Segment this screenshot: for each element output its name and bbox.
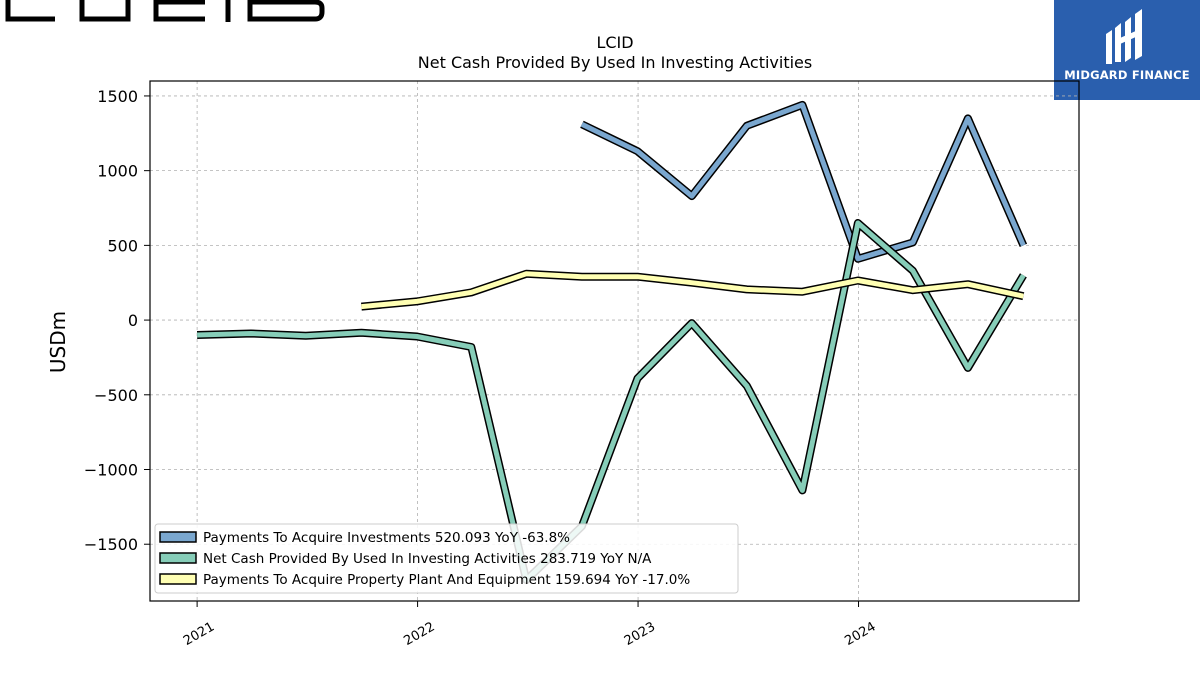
series-layer [196,100,1028,585]
y-tick-label: −1000 [84,461,138,480]
y-tick-label: −500 [94,386,138,405]
y-tick-label: 0 [128,311,138,330]
y-tick-label: −1500 [84,535,138,554]
series-line-2 [197,220,1026,583]
legend-swatch [159,552,197,564]
series-line-1 [580,102,1026,262]
legend-swatch [159,531,197,543]
series-line-outline [580,100,1028,263]
x-tick-label: 2022 [401,619,437,649]
chart-subtitle: Net Cash Provided By Used In Investing A… [418,53,812,72]
y-tick-label: 1500 [97,87,138,106]
x-axis: 2021 2022 2023 2024 [181,601,879,649]
plot-frame [149,80,1080,602]
series-line-3 [361,271,1024,310]
y-tick-label: 500 [107,236,138,255]
midgard-finance-wordmark: MIDGARD FINANCE [1064,68,1190,82]
y-tick-label: 1000 [97,162,138,181]
lucid-logo [5,0,325,22]
x-tick-label: 2021 [181,619,217,649]
chart-title: LCID [596,33,633,52]
y-axis: 1500 1000 500 0 −500 −1000 −1500 [84,87,150,554]
midgard-finance-logo: MIDGARD FINANCE [1054,0,1200,100]
legend-label: Net Cash Provided By Used In Investing A… [203,551,652,567]
legend: Payments To Acquire Investments 520.093 … [154,523,739,594]
legend-label: Payments To Acquire Investments 520.093 … [203,530,570,546]
y-axis-label: USDm [46,311,70,373]
x-tick-label: 2023 [622,619,658,649]
legend-box [154,523,739,594]
midgard-emblem-icon [1106,9,1142,64]
legend-label: Payments To Acquire Property Plant And E… [203,572,690,588]
legend-swatch [159,573,197,585]
x-tick-label: 2024 [842,619,878,649]
grid [150,81,1079,601]
